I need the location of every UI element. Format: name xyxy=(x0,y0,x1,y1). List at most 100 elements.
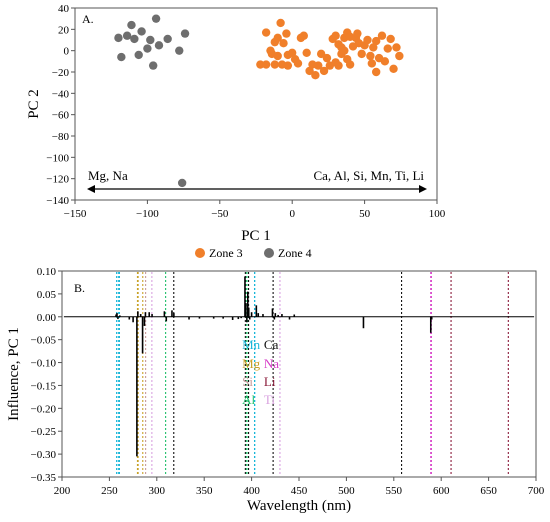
scatter-point-zone-4 xyxy=(163,34,172,44)
scatter-point-zone-3 xyxy=(366,51,375,61)
arrow-head-right xyxy=(419,185,427,193)
x-tick-label-b: 200 xyxy=(54,485,71,497)
y-tick-label-a: −100 xyxy=(46,152,69,164)
x-tick-label-b: 700 xyxy=(528,485,545,497)
scatter-point-zone-3 xyxy=(319,66,329,76)
pc1-direction-arrow xyxy=(87,185,427,193)
x-tick-label-b: 400 xyxy=(243,485,260,497)
x-tick-label-a: −150 xyxy=(64,208,87,220)
scatter-point-zone-3 xyxy=(369,43,378,52)
scatter-point-zone-3 xyxy=(367,59,377,68)
scatter-point-zone-3 xyxy=(311,71,320,80)
scatter-point-zone-3 xyxy=(305,66,314,76)
y-tick-label-a: −140 xyxy=(46,195,69,207)
scatter-point-zone-3 xyxy=(279,39,288,48)
scatter-point-zone-4 xyxy=(177,178,187,188)
scatter-point-zone-3 xyxy=(357,49,366,59)
element-label-ca: Ca xyxy=(264,337,279,352)
scatter-point-zone-3 xyxy=(302,48,311,57)
scatter-point-zone-3 xyxy=(316,49,326,59)
element-label-mg: Mg xyxy=(242,356,261,371)
element-label-li: Li xyxy=(264,374,276,389)
scatter-point-zone-3 xyxy=(270,60,280,69)
element-label-si: Si xyxy=(242,374,253,389)
x-axis-title-b: Wavelength (nm) xyxy=(247,498,351,514)
scatter-point-zone-3 xyxy=(273,33,282,43)
legend-label-zone-3: Zone 3 xyxy=(209,246,243,260)
scatter-point-zone-3 xyxy=(334,61,343,70)
x-tick-label-b: 250 xyxy=(101,485,118,497)
scatter-point-zone-3 xyxy=(266,46,275,55)
x-tick-label-b: 600 xyxy=(433,485,450,497)
x-tick-label-b: 550 xyxy=(386,485,403,497)
legend-marker-zone-3 xyxy=(195,248,205,258)
x-tick-label-a: 0 xyxy=(289,208,295,220)
y-tick-label-a: −20 xyxy=(52,67,70,79)
scatter-point-zone-3 xyxy=(395,51,404,61)
y-tick-label-a: 40 xyxy=(58,3,70,15)
y-tick-label-a: −40 xyxy=(52,88,70,100)
y-tick-label-a: −80 xyxy=(52,131,70,143)
scatter-point-zone-3 xyxy=(322,53,332,63)
scatter-point-zone-3 xyxy=(363,35,372,45)
scatter-point-zone-3 xyxy=(331,31,340,40)
y-tick-label-a: 0 xyxy=(64,46,70,58)
scatter-point-zone-4 xyxy=(148,61,158,70)
scatter-point-zone-4 xyxy=(137,27,146,36)
scatter-point-zone-4 xyxy=(175,46,184,55)
scatter-point-zone-4 xyxy=(130,34,139,44)
y-tick-label-b: −0.10 xyxy=(31,358,57,370)
scatter-point-zone-3 xyxy=(261,28,271,37)
legend-marker-zone-4 xyxy=(264,248,274,258)
x-tick-label-b: 300 xyxy=(149,485,166,497)
element-label-ti: Ti xyxy=(264,392,275,407)
scatter-point-zone-3 xyxy=(282,29,291,38)
scatter-point-zone-3 xyxy=(256,60,265,69)
y-axis-title-b: Influence, PC 1 xyxy=(6,327,22,421)
scatter-point-zone-3 xyxy=(340,46,349,55)
scatter-point-zone-3 xyxy=(353,29,362,38)
scatter-point-zone-4 xyxy=(114,33,123,43)
y-tick-label-b: 0.10 xyxy=(37,266,57,278)
scatter-point-zone-4 xyxy=(122,31,132,40)
y-tick-label-b: −0.05 xyxy=(31,335,57,347)
scatter-point-zone-4 xyxy=(127,20,136,30)
scatter-point-zone-3 xyxy=(386,34,395,44)
y-tick-label-b: −0.15 xyxy=(31,380,57,392)
scatter-point-zone-3 xyxy=(299,31,308,40)
panel-b-label: B. xyxy=(74,281,85,295)
scatter-point-zone-3 xyxy=(389,64,398,74)
legend-a: Zone 3 Zone 4 xyxy=(195,246,312,260)
y-tick-label-a: 20 xyxy=(58,24,70,36)
panel-b-line: 0.10 0.05 0.00 −0.05 −0.10 −0.15 −0.20 −0.25 −0.… xyxy=(6,266,545,514)
annotation-right: Ca, Al, Si, Mn, Ti, Li xyxy=(313,168,424,183)
scatter-point-zone-3 xyxy=(380,57,390,66)
scatter-point-zone-3 xyxy=(377,31,387,40)
legend-label-zone-4: Zone 4 xyxy=(278,246,312,260)
panel-a-scatter: A. −140 −120 −100 −80 −60 −40 −20 0 20 40 −150 −10… xyxy=(26,3,446,260)
y-axis-title-a: PC 2 xyxy=(26,89,42,119)
y-tick-label-b: −0.35 xyxy=(31,472,57,484)
x-tick-label-a: −100 xyxy=(136,208,159,220)
scatter-point-zone-3 xyxy=(288,48,297,57)
x-axis-title-a: PC 1 xyxy=(241,228,271,244)
scatter-point-zone-4 xyxy=(117,52,126,62)
scatter-point-zone-4 xyxy=(143,44,152,53)
arrow-head-left xyxy=(87,185,95,193)
x-tick-label-a: 100 xyxy=(429,208,446,220)
y-tick-label-b: −0.30 xyxy=(31,449,57,461)
annotation-left: Mg, Na xyxy=(88,168,128,183)
y-tick-label-a: −120 xyxy=(46,174,69,186)
scatter-point-zone-3 xyxy=(371,36,381,46)
element-label-mn: Mn xyxy=(242,337,261,352)
x-tick-label-a: 50 xyxy=(359,208,371,220)
y-tick-label-b: −0.20 xyxy=(31,403,57,415)
x-tick-label-b: 500 xyxy=(338,485,355,497)
scatter-point-zone-3 xyxy=(273,51,282,61)
panel-b-plot-frame xyxy=(61,270,537,478)
x-tick-label-b: 450 xyxy=(291,485,308,497)
y-tick-label-b: 0.00 xyxy=(37,312,57,324)
scatter-point-zone-3 xyxy=(261,60,271,69)
scatter-point-zone-3 xyxy=(293,59,303,68)
element-label-na: Na xyxy=(264,356,279,371)
